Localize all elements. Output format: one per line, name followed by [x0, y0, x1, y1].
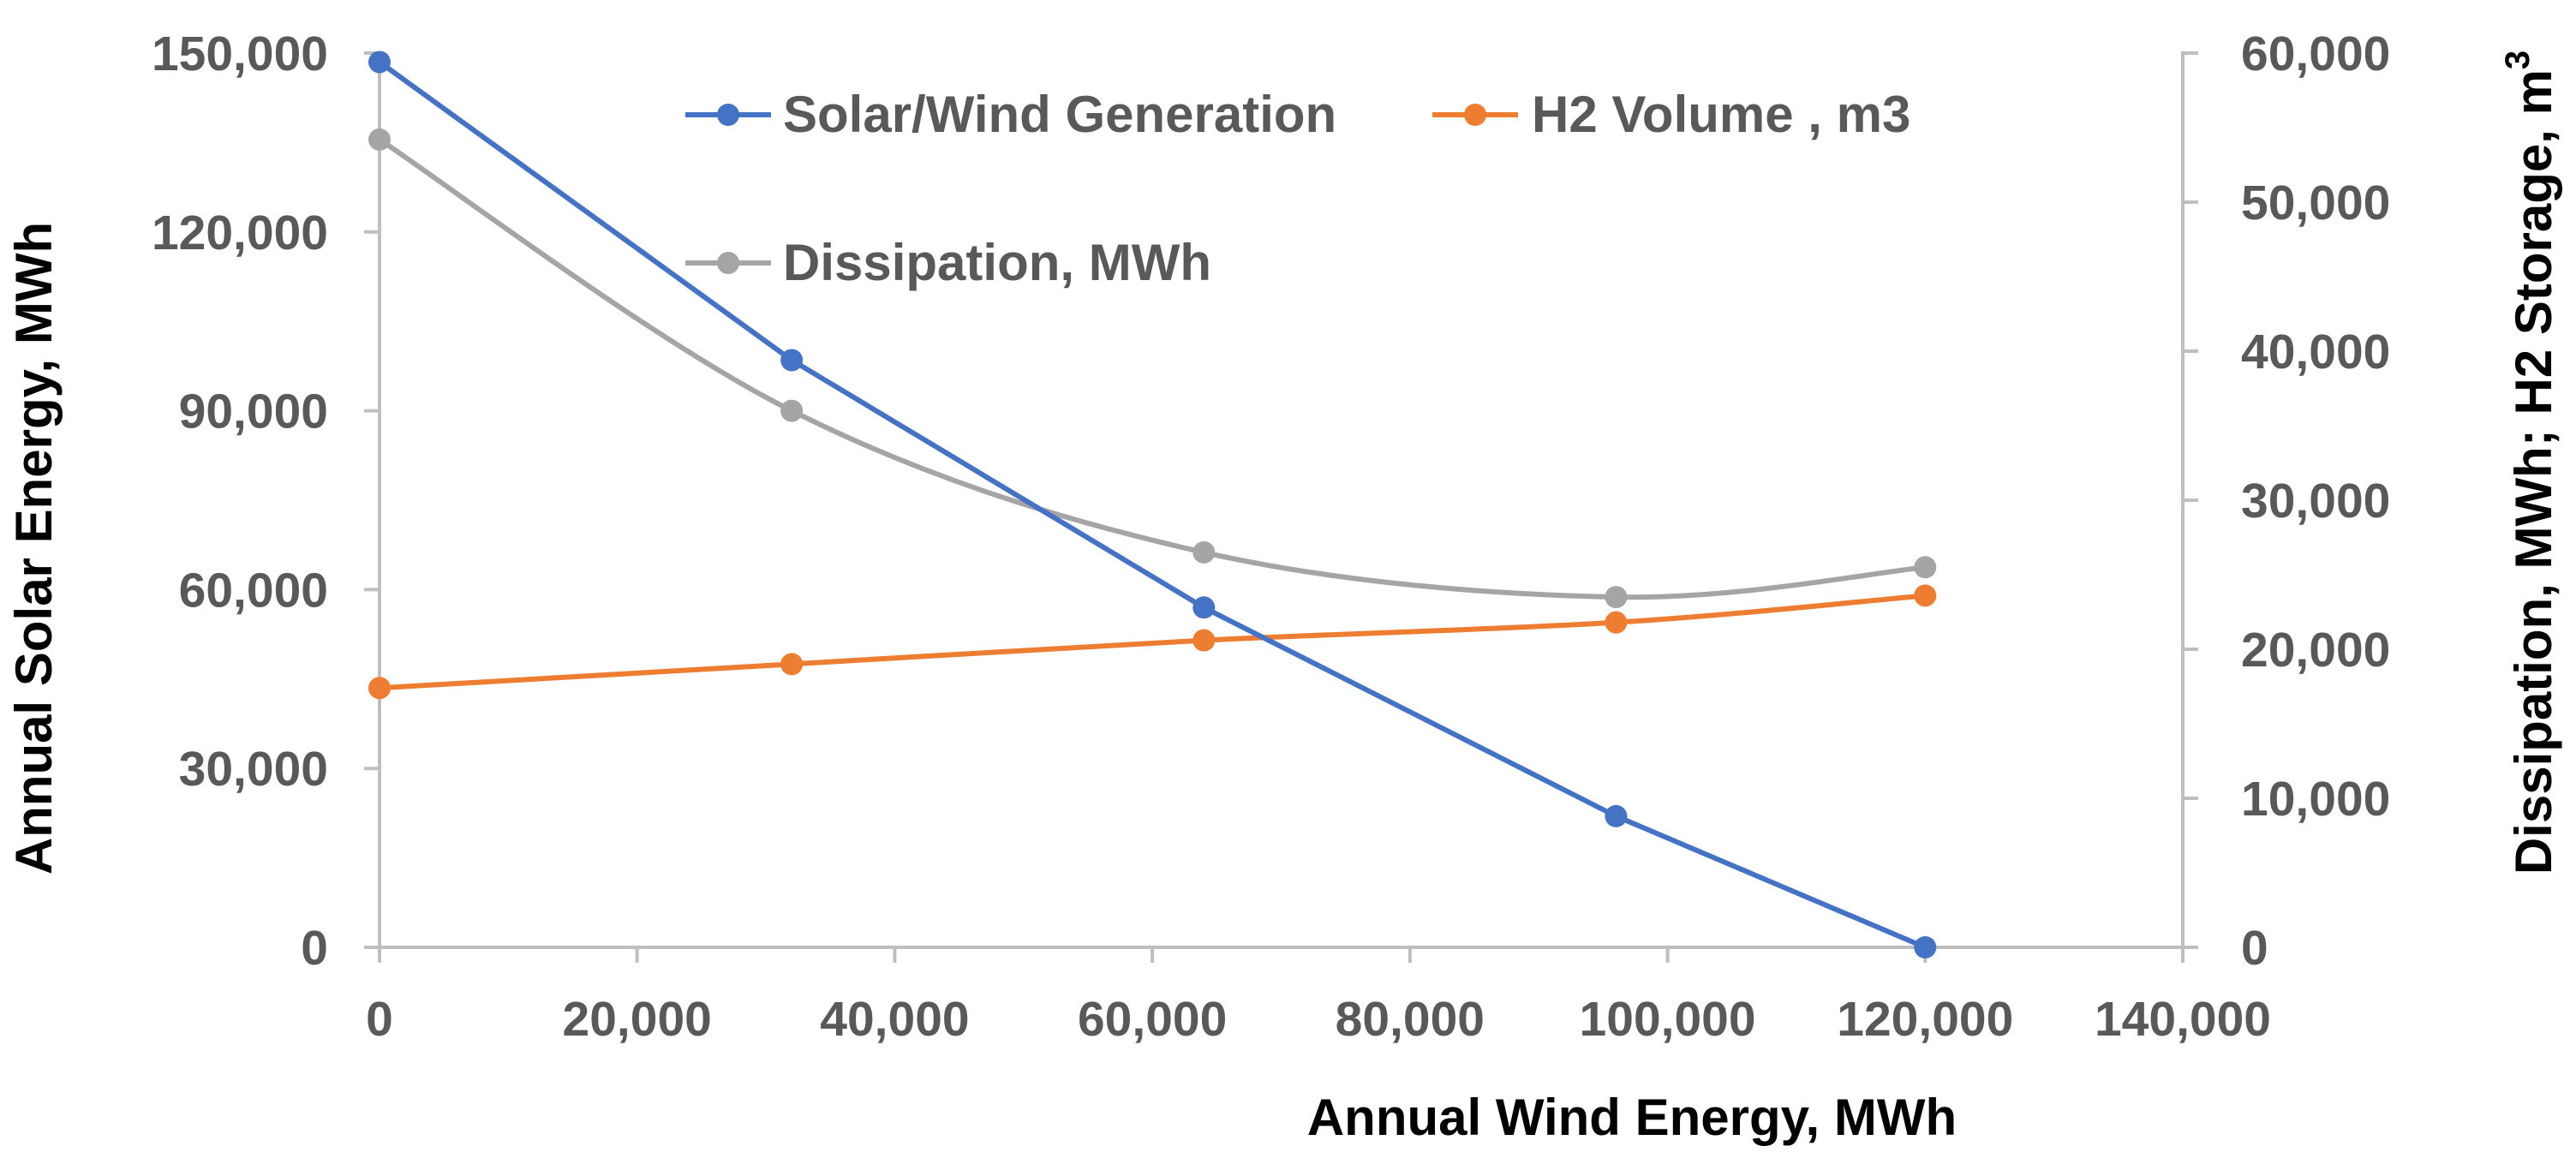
y2-axis-title: Dissipation, MWh; H2 Storage, m3 — [2499, 51, 2562, 875]
y2-axis-title-main: Dissipation, MWh; H2 Storage, m — [2505, 69, 2562, 875]
data-point-h2-volume-m3 — [1914, 584, 1937, 607]
data-point-solar-wind-generation — [1192, 596, 1216, 619]
data-point-dissipation-mwh — [1605, 586, 1628, 609]
series-line-solar-wind-generation — [378, 60, 1927, 950]
x-tick-label: 100,000 — [1580, 992, 1756, 1047]
legend-marker-h2-volume-m3 — [1464, 104, 1486, 126]
legend-marker-solar-wind-generation — [717, 104, 739, 126]
y2-tick-label: 40,000 — [2241, 325, 2390, 379]
y-tick-label: 90,000 — [179, 385, 328, 439]
y2-tick-label: 10,000 — [2241, 772, 2390, 827]
legend-label-solar-wind-generation: Solar/Wind Generation — [783, 86, 1336, 143]
data-point-dissipation-mwh — [780, 399, 804, 422]
x-tick-label: 120,000 — [1837, 992, 2013, 1047]
y-tick-label: 0 — [301, 921, 328, 976]
y2-tick-label: 30,000 — [2241, 474, 2390, 528]
x-tick-label: 140,000 — [2095, 992, 2271, 1047]
y-tick-label: 60,000 — [179, 563, 328, 618]
y2-tick-label: 60,000 — [2241, 27, 2390, 81]
y2-axis-title-superscript: 3 — [2499, 51, 2537, 69]
legend-marker-dissipation-mwh — [717, 252, 739, 274]
data-point-solar-wind-generation — [780, 349, 804, 372]
y-tick-label: 150,000 — [152, 27, 328, 81]
x-tick-label: 0 — [366, 992, 393, 1047]
legend: Solar/Wind Generation H2 Volume , m3 Dissi… — [685, 86, 1910, 291]
x-tick-label: 80,000 — [1336, 992, 1485, 1047]
data-point-solar-wind-generation — [1914, 936, 1937, 958]
data-point-dissipation-mwh — [368, 128, 391, 151]
x-tick-label: 20,000 — [563, 992, 712, 1047]
series-line-dissipation-mwh — [378, 137, 1926, 600]
x-tick-label: 60,000 — [1078, 992, 1227, 1047]
data-point-solar-wind-generation — [368, 51, 391, 74]
series-line-h2-volume-m3 — [379, 593, 1926, 691]
tick-labels: 0 20,000 40,000 60,000 80,000 100,000 120,000 1… — [152, 27, 2390, 1047]
data-point-h2-volume-m3 — [1192, 629, 1216, 652]
x-axis-title: Annual Wind Energy, MWh — [1307, 1089, 1957, 1146]
data-point-dissipation-mwh — [1192, 540, 1216, 564]
y2-tick-label: 20,000 — [2241, 623, 2390, 678]
axis-lines — [364, 51, 2198, 963]
data-point-dissipation-mwh — [1914, 556, 1937, 579]
data-point-h2-volume-m3 — [1605, 611, 1628, 634]
data-point-h2-volume-m3 — [368, 677, 391, 700]
legend-label-dissipation-mwh: Dissipation, MWh — [783, 234, 1211, 291]
y2-tick-label: 0 — [2241, 921, 2268, 976]
data-point-h2-volume-m3 — [780, 653, 804, 676]
y2-tick-label: 50,000 — [2241, 176, 2390, 230]
legend-label-h2-volume-m3: H2 Volume , m3 — [1532, 86, 1910, 143]
y-tick-label: 30,000 — [179, 742, 328, 797]
series-layer — [368, 51, 1937, 958]
y-tick-label: 120,000 — [152, 206, 328, 260]
data-point-solar-wind-generation — [1605, 804, 1628, 827]
x-tick-label: 40,000 — [820, 992, 969, 1047]
y-axis-title: Annual Solar Energy, MWh — [5, 222, 63, 875]
